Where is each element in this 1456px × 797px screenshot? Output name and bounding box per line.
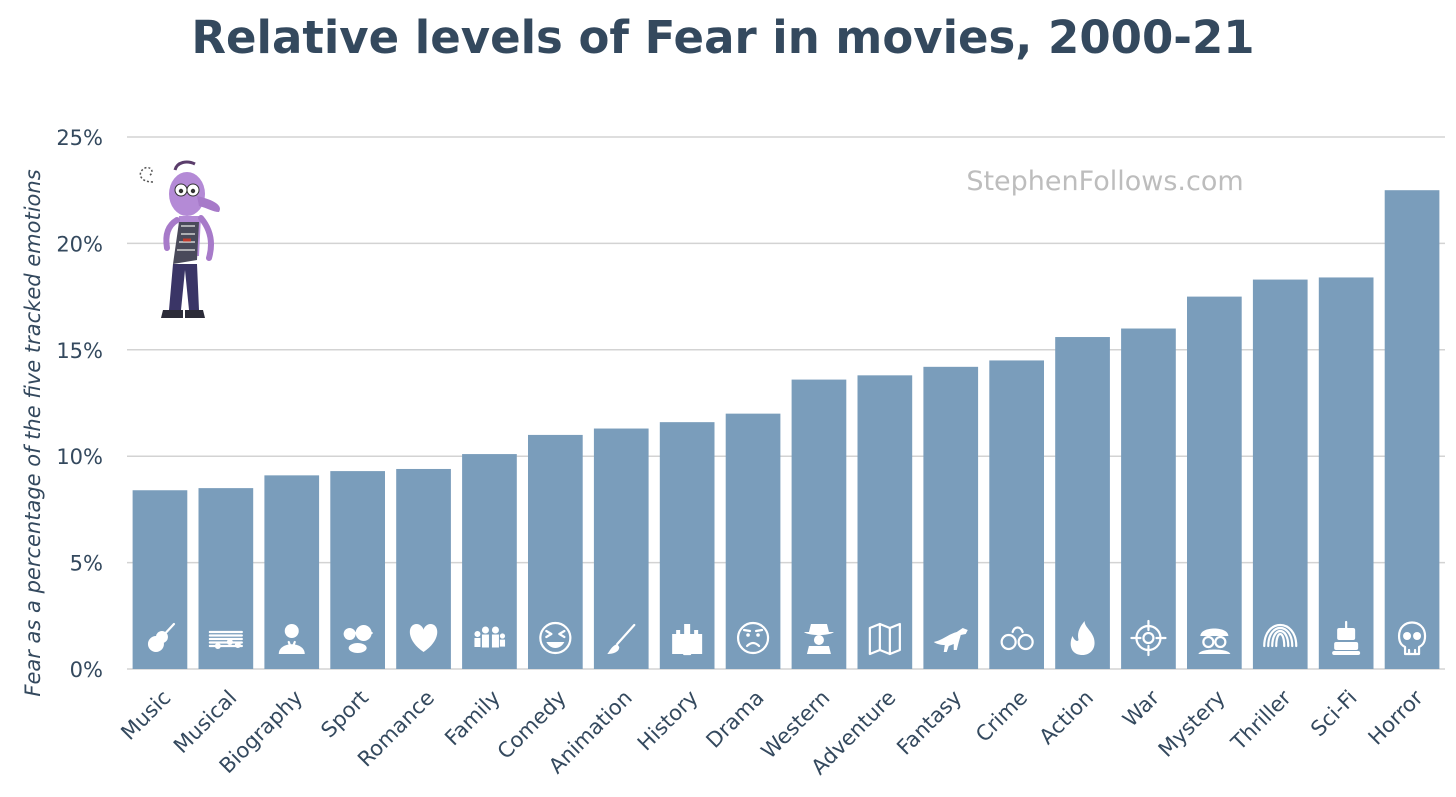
family-icon xyxy=(474,626,506,648)
bar-horror xyxy=(1384,190,1440,669)
y-tick-label: 15% xyxy=(56,339,103,363)
sad-face-icon xyxy=(736,621,770,655)
watermark: StephenFollows.com xyxy=(966,166,1243,197)
crosshair-icon xyxy=(1130,619,1167,657)
bar-thriller xyxy=(1252,279,1308,669)
x-tick-label: Music xyxy=(116,686,175,745)
bar-crime xyxy=(989,360,1044,669)
chart-title: Relative levels of Fear in movies, 2000-… xyxy=(191,11,1254,64)
bar-sport xyxy=(330,471,385,669)
castle-icon xyxy=(672,624,703,656)
bar-western xyxy=(791,379,847,669)
robot-icon xyxy=(1332,620,1361,655)
bar-fantasy xyxy=(923,366,979,669)
fire-icon xyxy=(1070,621,1095,655)
skull-icon xyxy=(1397,621,1427,656)
detective-icon xyxy=(1198,628,1231,654)
fingerprint-icon xyxy=(1263,623,1298,648)
x-tick-label: Action xyxy=(1035,686,1098,749)
gridlines xyxy=(127,136,1445,670)
sport-balls-icon xyxy=(343,625,373,653)
paintbrush-icon xyxy=(607,623,636,654)
music-notes-icon xyxy=(208,630,243,649)
person-icon xyxy=(278,624,305,654)
x-tick-label: Sci-Fi xyxy=(1306,686,1362,742)
x-tick-label: Fantasy xyxy=(892,686,966,760)
bar-sci-fi xyxy=(1318,277,1374,669)
x-tick-label: War xyxy=(1118,685,1164,731)
x-tick-label: Mystery xyxy=(1154,686,1230,762)
bar-comedy xyxy=(528,434,583,669)
y-tick-label: 0% xyxy=(70,658,103,682)
bar-adventure xyxy=(857,375,913,669)
x-tick-label: Drama xyxy=(701,686,768,753)
bar-icons xyxy=(147,619,1427,657)
x-tick-label: Sport xyxy=(316,686,373,743)
x-tick-label: Thriller xyxy=(1226,685,1296,755)
y-tick-label: 25% xyxy=(56,126,103,150)
map-icon xyxy=(868,622,901,656)
bar-biography xyxy=(264,475,320,669)
y-axis-ticks: 0% 5% 10% 15% 20% 25% xyxy=(56,126,103,682)
bar-war xyxy=(1121,328,1176,669)
bar-family xyxy=(462,454,517,669)
bars xyxy=(132,190,1440,669)
bar-action xyxy=(1055,337,1110,669)
bar-drama xyxy=(725,413,781,669)
laughing-face-icon xyxy=(539,621,572,655)
guitar-icon xyxy=(147,622,176,652)
bar-animation xyxy=(593,428,649,669)
bar-mystery xyxy=(1187,296,1242,669)
x-tick-label: History xyxy=(633,686,703,756)
y-axis-label: Fear as a percentage of the five tracked… xyxy=(21,169,45,696)
x-tick-label: Horror xyxy=(1364,685,1428,749)
x-tick-label: Crime xyxy=(971,686,1032,747)
cowboy-icon xyxy=(803,624,834,654)
fear-character-illustration xyxy=(139,160,221,318)
x-tick-label: Family xyxy=(440,686,505,751)
handcuffs-icon xyxy=(1000,626,1034,651)
y-tick-label: 5% xyxy=(70,552,103,576)
y-tick-label: 20% xyxy=(56,232,103,256)
y-tick-label: 10% xyxy=(56,445,103,469)
dinosaur-icon xyxy=(933,628,968,652)
heart-icon xyxy=(409,624,438,652)
